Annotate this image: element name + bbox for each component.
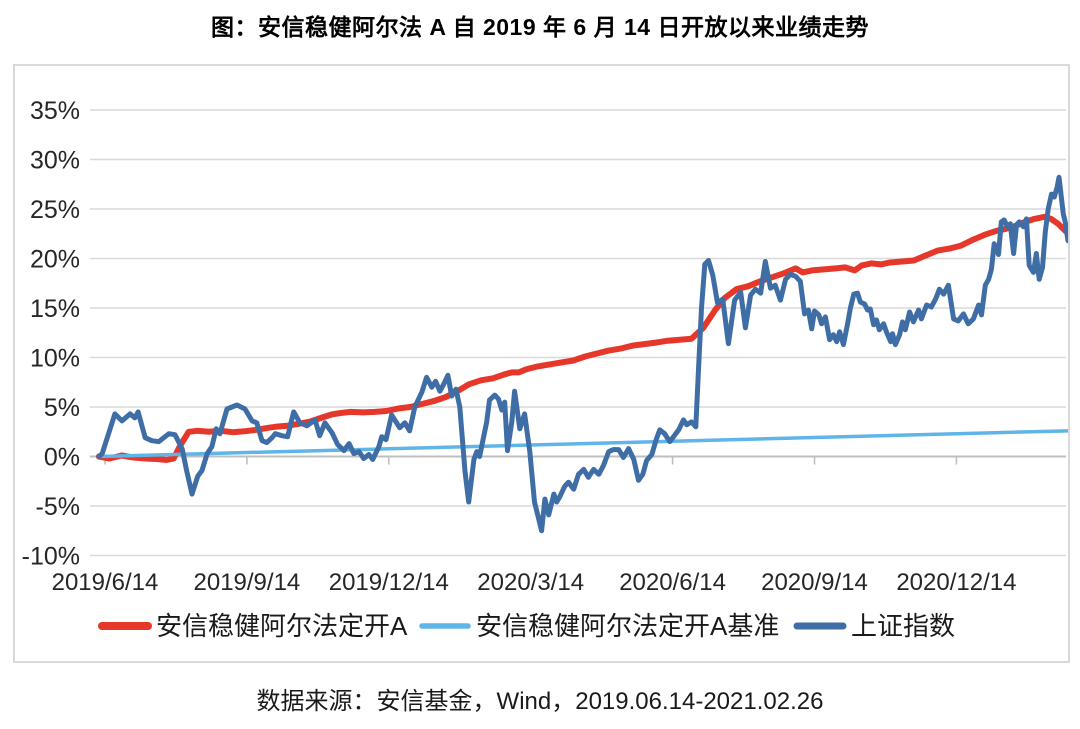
series-line-0	[95, 213, 1068, 463]
legend-label: 安信稳健阿尔法定开A基准	[476, 611, 779, 641]
data-source-note: 数据来源：安信基金，Wind，2019.06.14-2021.02.26	[256, 688, 824, 715]
series-line-1	[97, 429, 1068, 459]
y-tick-label: 5%	[44, 394, 80, 422]
chart-box: 35% 30% 25% 20% 15% 10% 5% 0% -5% -10% 2019/6/14 2…	[13, 64, 1070, 663]
legend-item: 安信稳健阿尔法定开A	[98, 611, 408, 641]
x-tick-label: 2020/6/14	[619, 569, 726, 596]
series-line-2	[96, 174, 1068, 534]
y-tick-label: 10%	[30, 345, 80, 373]
legend-label: 上证指数	[851, 611, 955, 641]
y-tick-label: 15%	[30, 295, 80, 323]
x-tick-label: 2019/12/14	[329, 569, 449, 596]
x-tick-label: 2020/9/14	[761, 569, 868, 596]
y-tick-label: 20%	[30, 246, 80, 274]
y-tick-label: 0%	[44, 444, 80, 472]
legend-label: 安信稳健阿尔法定开A	[156, 611, 408, 641]
series-lines	[95, 174, 1068, 534]
legend-item: 上证指数	[793, 611, 955, 641]
x-tick-label: 2020/3/14	[477, 569, 584, 596]
x-tick-label: 2019/6/14	[52, 569, 159, 596]
x-tick-label: 2020/12/14	[896, 569, 1016, 596]
legend-item: 安信稳健阿尔法定开A基准	[419, 611, 779, 641]
chart-legend: 安信稳健阿尔法定开A 安信稳健阿尔法定开A基准 上证指数	[98, 611, 955, 641]
y-tick-label: 35%	[30, 97, 80, 125]
y-tick-label: -10%	[22, 543, 80, 571]
performance-line-chart: 35%30%25%20%15%10%5%0%-5%-10% 2019/6/14 2…	[22, 97, 1068, 641]
y-tick-label: -5%	[36, 493, 80, 521]
x-axis-labels: 2019/6/14 2019/9/14 2019/12/14 2020/3/14 202…	[52, 569, 1017, 596]
x-tick-label: 2019/9/14	[194, 569, 301, 596]
gridlines	[90, 109, 1066, 557]
y-axis-labels: 35% 30% 25% 20% 15% 10% 5% 0% -5% -10%	[22, 97, 80, 571]
y-tick-label: 25%	[30, 196, 80, 224]
y-tick-label: 30%	[30, 147, 80, 175]
chart-title: 图：安信稳健阿尔法 A 自 2019 年 6 月 14 日开放以来业绩走势	[211, 14, 869, 40]
